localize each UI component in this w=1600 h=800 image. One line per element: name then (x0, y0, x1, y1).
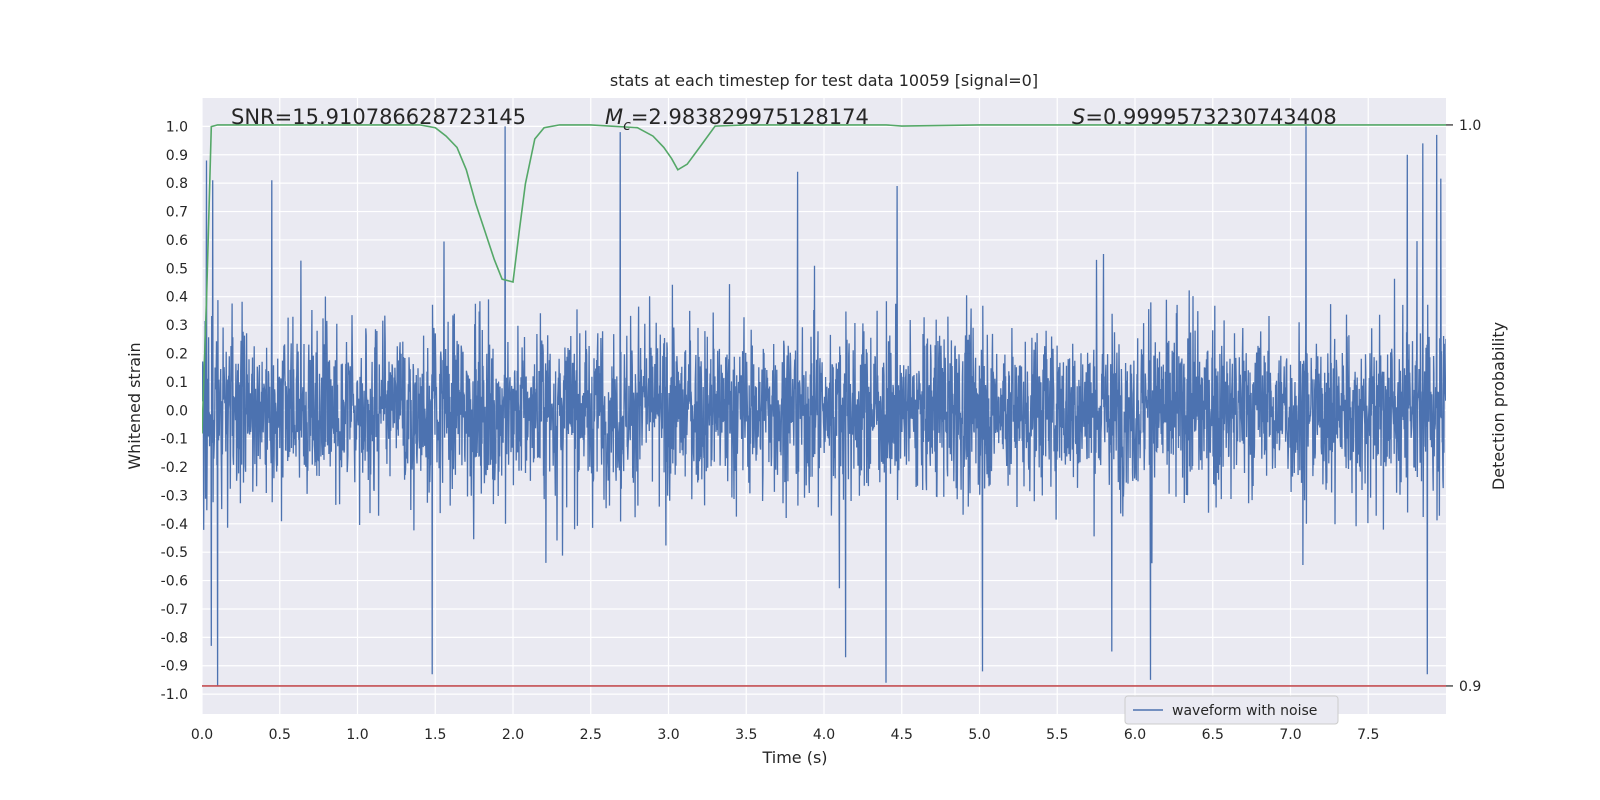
y-tick-label: 0.9 (166, 148, 188, 164)
y-tick-label: -0.6 (161, 574, 188, 590)
s-symbol: S (1072, 105, 1085, 129)
y2-tick-label: 0.9 (1459, 679, 1481, 695)
y-tick-label: -0.5 (161, 545, 188, 561)
y-tick-label: -1.0 (161, 687, 188, 703)
x-tick-label: 0.5 (269, 727, 291, 743)
y-tick-label: 1.0 (166, 119, 188, 135)
legend: waveform with noise (1124, 695, 1339, 725)
waveform-line (202, 126, 1446, 686)
y-tick-label: 0.0 (166, 403, 188, 419)
x-tick-label: 4.5 (891, 727, 913, 743)
y-tick-label: 0.6 (166, 233, 188, 249)
mc-annotation: Mc=2.983829975128174 (605, 105, 869, 134)
mc-value: =2.983829975128174 (631, 105, 869, 129)
x-tick-label: 6.5 (1202, 727, 1224, 743)
y-axis-label: Whitened strain (125, 342, 144, 469)
x-tick-label: 2.5 (580, 727, 602, 743)
y-tick-label: 0.1 (166, 375, 188, 391)
y-tick-label: 0.2 (166, 346, 188, 362)
x-tick-label: 3.5 (735, 727, 757, 743)
y-tick-label: -0.4 (161, 517, 188, 533)
x-tick-label: 4.0 (813, 727, 835, 743)
y-tick-label: 0.4 (166, 290, 188, 306)
x-tick-label: 1.0 (346, 727, 368, 743)
x-tick-label: 5.0 (968, 727, 990, 743)
y-tick-label: -0.3 (161, 488, 188, 504)
y2-axis-label: Detection probability (1489, 322, 1508, 490)
legend-box (1124, 695, 1339, 725)
x-tick-label: 7.5 (1357, 727, 1379, 743)
x-tick-label: 6.0 (1124, 727, 1146, 743)
x-tick-label: 1.5 (424, 727, 446, 743)
y-tick-label: 0.7 (166, 205, 188, 221)
mc-symbol: M (605, 105, 623, 129)
y-tick-label: -0.2 (161, 460, 188, 476)
x-tick-label: 7.0 (1279, 727, 1301, 743)
y-tick-label: 0.5 (166, 261, 188, 277)
s-annotation: S=0.9999573230743408 (1072, 105, 1337, 129)
x-tick-label: 2.0 (502, 727, 524, 743)
mc-subscript: c (623, 118, 631, 134)
y-tick-label: 0.8 (166, 176, 188, 192)
y-tick-label: -0.1 (161, 432, 188, 448)
chart-title: stats at each timestep for test data 100… (610, 71, 1038, 90)
x-tick-label: 0.0 (191, 727, 213, 743)
s-value: =0.9999573230743408 (1085, 105, 1336, 129)
y2-tick-label: 1.0 (1459, 118, 1481, 134)
y-tick-label: 0.3 (166, 318, 188, 334)
detection-probability-line (202, 124, 1446, 434)
y-tick-label: -0.9 (161, 659, 188, 675)
snr-annotation: SNR=15.910786628723145 (231, 105, 526, 129)
y-tick-label: -0.8 (161, 630, 188, 646)
x-axis-label: Time (s) (761, 748, 827, 767)
legend-label: waveform with noise (1172, 703, 1317, 719)
ticks: 0.0 0.5 1.0 1.5 2.0 2.5 3.0 3.5 4.0 4.5 5.0 5.5 6.0 6… (161, 118, 1482, 743)
y-tick-label: -0.7 (161, 602, 188, 618)
x-tick-label: 3.0 (657, 727, 679, 743)
x-tick-label: 5.5 (1046, 727, 1068, 743)
